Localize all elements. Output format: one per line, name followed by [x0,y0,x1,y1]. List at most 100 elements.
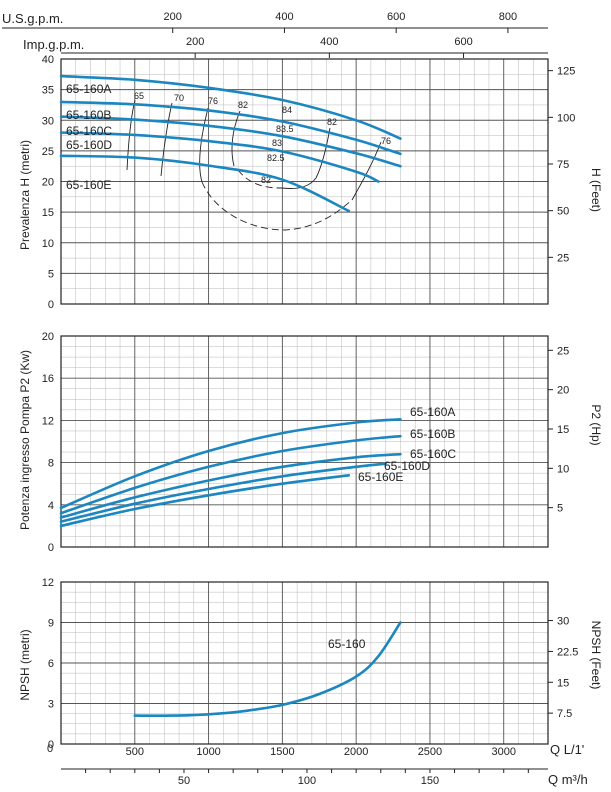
power-y-ticks-right: 5 10 15 20 25 [548,345,569,515]
y-tick-label: 4 [48,500,54,512]
y-tick-label: 0 [48,299,54,311]
npsh-y-axis-title-right: NPSH (Feet) [589,621,603,690]
curve-65-160C [59,452,402,519]
iso-82-left [231,110,241,167]
lmin-axis-label: Q L/1' [550,742,584,757]
series-label-65-160B: 65-160B [410,427,455,441]
y-tick-label: 3 [48,699,54,711]
lmin-tick-label: 500 [126,746,144,758]
usgpm-tick-label: 200 [164,11,182,23]
head-panel: 0 5 10 15 20 25 30 35 40 25 50 75 100 125 65 70 76 82 84… [18,54,603,311]
y-tick-label: 9 [48,618,54,630]
iso-76-right [351,141,382,201]
npsh-y-ticks: 0 3 6 9 12 [42,577,54,751]
bottom-axes: 500 1000 1500 2000 2500 3000 0 Q L/1' 50 100 150… [47,742,588,787]
y-tick-label: 15 [42,207,54,219]
head-y-axis-title: Prevalenza H (metri) [18,140,32,250]
series-label-65-160B: 65-160B [66,108,111,122]
npsh-y-ticks-right: 7.5 15 22.5 30 [548,616,578,720]
curve-65-160A [59,74,402,140]
impgpm-ticks: 200 400 600 [186,36,473,58]
y-tick-label: 8 [48,458,54,470]
iso-76-outer [201,181,353,231]
series-label-65-160: 65-160 [328,637,366,651]
head-y-ticks-right: 25 50 75 100 125 [548,66,575,264]
efficiency-label: 82 [238,100,248,110]
series-label-65-160E: 65-160E [66,178,111,192]
efficiency-label: 76 [208,96,218,106]
m3h-axis-label: Q m³/h [548,772,588,787]
efficiency-isolines [126,99,382,231]
power-frame [60,335,549,548]
efficiency-label: 70 [174,93,184,103]
impgpm-axis-label: Imp.g.p.m. [23,37,84,52]
series-label-65-160A: 65-160A [66,82,111,96]
lmin-tick-label: 2500 [418,746,442,758]
power-y-axis-title: Potenza ingresso Pompa P2 (Kw) [18,350,32,530]
impgpm-tick-label: 600 [454,36,472,48]
efficiency-label: 76 [381,136,391,146]
head-frame [60,58,549,305]
y-tick-right-label: 30 [557,616,569,628]
y-tick-label: 6 [48,658,54,670]
lmin-tick-label: 1000 [196,746,220,758]
y-tick-label: 10 [42,238,54,250]
m3h-tick-label: 50 [178,775,190,787]
y-tick-label: 35 [42,85,54,97]
power-y-ticks: 0 4 8 12 16 20 [42,331,54,554]
y-tick-label: 12 [42,577,54,589]
curve-65-160C [59,115,402,168]
y-tick-right-label: 5 [557,503,563,515]
series-label-65-160D: 65-160D [384,459,430,473]
y-tick-right-label: 125 [557,66,575,78]
m3h-tick-label: 150 [421,775,439,787]
iso-76-left [199,107,209,183]
y-tick-label: 5 [48,268,54,280]
curve-65-160 [133,621,402,718]
lmin-tick-label: 1500 [270,746,294,758]
power-curves [59,418,402,528]
y-tick-right-label: 25 [557,345,569,357]
efficiency-label: 83 [272,138,282,148]
m3h-tick-label: 100 [298,775,316,787]
efficiency-label: 65 [134,91,144,101]
curve-65-160D [59,131,380,183]
efficiency-label: 82 [327,117,337,127]
head-y-ticks: 0 5 10 15 20 25 30 35 40 [42,54,54,311]
y-tick-right-label: 100 [557,112,575,124]
usgpm-axis-label: U.S.g.p.m. [2,11,63,26]
y-tick-label: 0 [48,739,54,751]
impgpm-tick-label: 400 [320,36,338,48]
curve-65-160A [59,418,402,510]
curve-65-160D [59,462,387,523]
curve-65-160E [59,154,351,213]
lmin-tick-label: 2000 [344,746,368,758]
y-tick-label: 25 [42,146,54,158]
series-label-65-160A: 65-160A [410,405,455,419]
usgpm-tick-label: 600 [387,11,405,23]
y-tick-label: 20 [42,331,54,343]
efficiency-labels: 65 70 76 82 84 83.5 83 82.5 82 82 76 [134,91,391,185]
y-tick-right-label: 50 [557,206,569,218]
npsh-y-axis-title: NPSH (metri) [18,629,32,700]
usgpm-tick-label: 400 [275,11,293,23]
impgpm-tick-label: 200 [186,36,204,48]
head-curves [59,74,402,213]
power-grid [60,335,549,548]
efficiency-label: 83.5 [276,124,294,134]
iso-70 [160,102,173,177]
y-tick-right-label: 15 [557,677,569,689]
efficiency-label: 82 [261,175,271,185]
npsh-panel: 0 3 6 9 12 7.5 15 22.5 30 65-160 NPSH (metri) N… [18,577,603,751]
iso-83-5-loop [281,177,317,189]
usgpm-tick-label: 800 [499,11,517,23]
y-tick-label: 40 [42,54,54,66]
y-tick-label: 20 [42,177,54,189]
lmin-tick-label: 3000 [491,746,515,758]
m3h-ticks: 50 100 150 [85,769,529,787]
y-tick-right-label: 15 [557,424,569,436]
usgpm-ticks: 200 400 600 800 [164,11,517,33]
series-label-65-160C: 65-160C [410,447,456,461]
